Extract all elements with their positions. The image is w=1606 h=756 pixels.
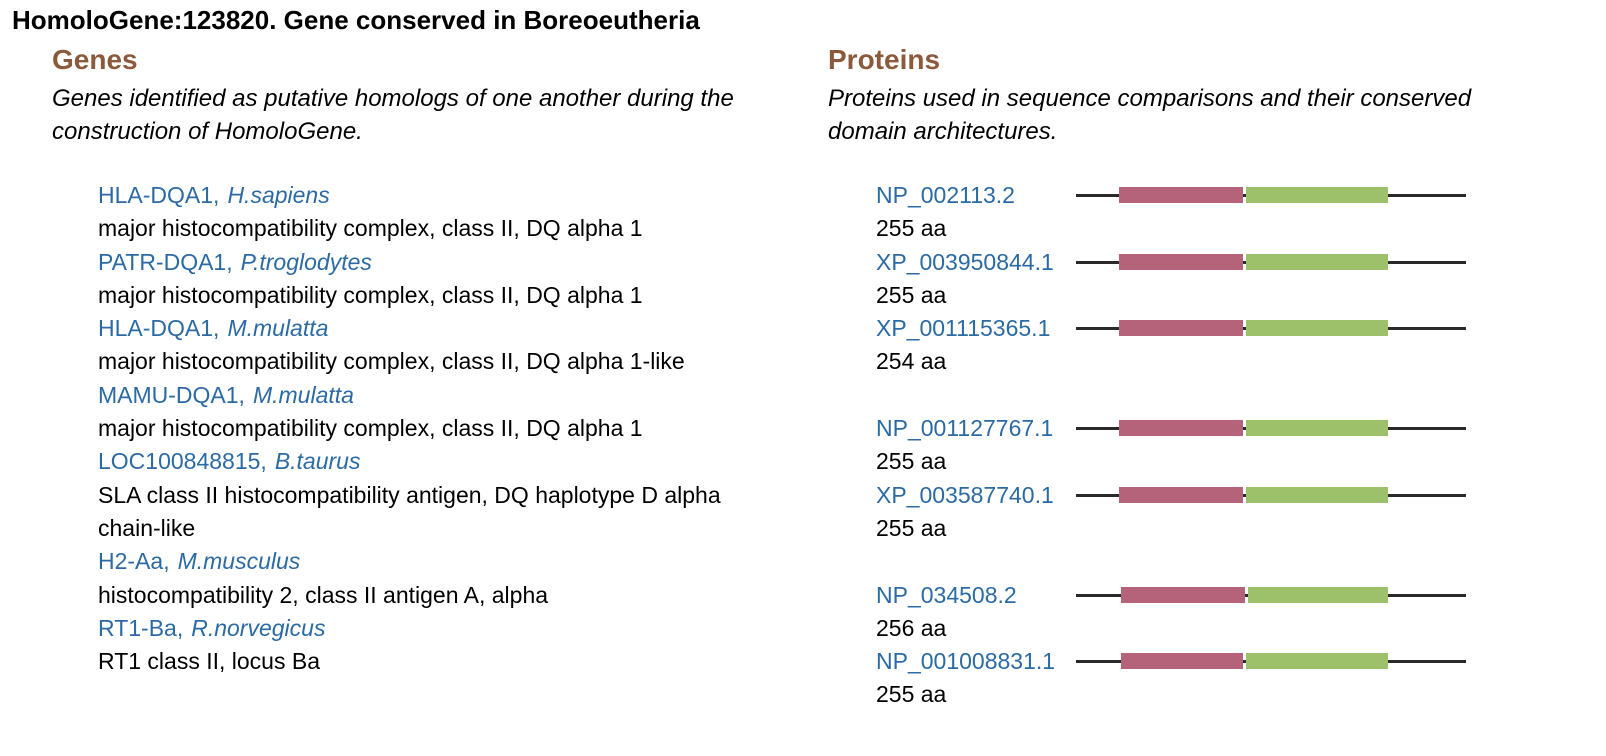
domain-block[interactable]: [1119, 486, 1243, 503]
protein-item: XP_001115365.1 254 aa: [876, 312, 1576, 379]
gene-species: H.sapiens: [227, 182, 330, 208]
protein-accession-link[interactable]: NP_001127767.1: [876, 415, 1054, 442]
gene-symbol: PATR-DQA1,: [98, 248, 233, 275]
gene-link[interactable]: RT1-Ba, R.norvegicus: [98, 615, 325, 641]
domain-block[interactable]: [1119, 253, 1243, 270]
domain-block[interactable]: [1246, 653, 1388, 670]
domain-architecture[interactable]: [1076, 486, 1466, 505]
domain-block[interactable]: [1246, 486, 1388, 503]
protein-length: 255 aa: [876, 281, 947, 308]
gene-symbol: HLA-DQA1,: [98, 182, 220, 208]
gene-description: major histocompatibility complex, class …: [98, 215, 643, 242]
protein-length: 255 aa: [876, 448, 947, 475]
protein-length: 254 aa: [876, 348, 947, 375]
domain-block[interactable]: [1246, 420, 1388, 437]
gene-species: M.musculus: [177, 548, 301, 575]
protein-item: NP_001127767.1 255 aa: [876, 412, 1576, 479]
protein-length: 255 aa: [876, 681, 947, 708]
gene-item: MAMU-DQA1, M.mulatta major histocompatibi…: [98, 379, 738, 446]
gene-link[interactable]: HLA-DQA1, H.sapiens: [98, 182, 330, 208]
proteins-heading: Proteins: [828, 44, 941, 75]
gene-item: LOC100848815, B.taurus SLA class II histo…: [98, 445, 738, 545]
domain-block[interactable]: [1121, 653, 1243, 670]
genes-description: Genes identified as putative homologs of…: [52, 85, 734, 145]
protein-accession-link[interactable]: NP_002113.2: [876, 182, 1015, 208]
domain-block[interactable]: [1121, 586, 1245, 603]
gene-item: HLA-DQA1, H.sapiens major histocompatibil…: [98, 179, 738, 246]
protein-item: NP_002113.2 255 aa: [876, 179, 1576, 246]
domain-block[interactable]: [1248, 586, 1388, 603]
domain-architecture[interactable]: [1076, 420, 1466, 438]
gene-species: B.taurus: [274, 448, 361, 475]
gene-species: R.norvegicus: [191, 614, 326, 641]
gene-link[interactable]: MAMU-DQA1, M.mulatta: [98, 382, 354, 408]
protein-accession-link[interactable]: NP_001008831.1: [876, 648, 1056, 675]
gene-item: RT1-Ba, R.norvegicus RT1 class II, locus …: [98, 612, 738, 679]
domain-block[interactable]: [1246, 320, 1388, 337]
gene-symbol: RT1-Ba,: [98, 614, 184, 641]
gene-symbol: H2-Aa,: [98, 548, 170, 575]
gene-link[interactable]: HLA-DQA1, M.mulatta: [98, 315, 328, 341]
protein-length: 255 aa: [876, 215, 947, 242]
domain-architecture[interactable]: [1076, 586, 1466, 605]
protein-item: NP_001008831.1 255 aa: [876, 645, 1576, 712]
domain-block[interactable]: [1119, 187, 1243, 203]
domain-block[interactable]: [1246, 187, 1388, 203]
gene-item: PATR-DQA1, P.troglodytes major histocompa…: [98, 246, 738, 313]
gene-symbol: LOC100848815,: [98, 448, 267, 475]
gene-link[interactable]: LOC100848815, B.taurus: [98, 448, 360, 474]
protein-item: NP_034508.2 256 aa: [876, 579, 1576, 646]
protein-accession-link[interactable]: XP_003950844.1: [876, 248, 1054, 275]
gene-list: HLA-DQA1, H.sapiens major histocompatibil…: [98, 179, 738, 678]
gene-symbol: MAMU-DQA1,: [98, 381, 245, 408]
gene-description: major histocompatibility complex, class …: [98, 348, 685, 375]
gene-species: P.troglodytes: [240, 248, 372, 275]
gene-description: RT1 class II, locus Ba: [98, 648, 320, 675]
protein-accession-link[interactable]: NP_034508.2: [876, 581, 1017, 608]
protein-length: 255 aa: [876, 514, 947, 541]
domain-architecture[interactable]: [1076, 653, 1466, 671]
protein-accession-link[interactable]: XP_001115365.1: [876, 315, 1051, 342]
domain-architecture[interactable]: [1076, 320, 1466, 338]
page-title: HomoloGene:123820. Gene conserved in Bor…: [12, 5, 700, 35]
protein-item: XP_003950844.1 255 aa: [876, 246, 1576, 313]
protein-length: 256 aa: [876, 614, 947, 641]
gene-description: SLA class II histocompatibility antigen,…: [98, 481, 721, 541]
gene-link[interactable]: H2-Aa, M.musculus: [98, 548, 300, 574]
gene-link[interactable]: PATR-DQA1, P.troglodytes: [98, 249, 372, 275]
genes-heading: Genes: [52, 44, 138, 75]
protein-accession-link[interactable]: XP_003587740.1: [876, 481, 1054, 508]
domain-block[interactable]: [1119, 320, 1243, 337]
gene-species: M.mulatta: [252, 381, 354, 408]
protein-list: NP_002113.2 255 aa XP_003950844.1 255 aa…: [876, 179, 1576, 712]
domain-block[interactable]: [1246, 253, 1388, 270]
proteins-description: Proteins used in sequence comparisons an…: [828, 85, 1472, 145]
protein-item: XP_003587740.1 255 aa: [876, 479, 1576, 546]
gene-item: HLA-DQA1, M.mulatta major histocompatibil…: [98, 312, 738, 379]
gene-description: major histocompatibility complex, class …: [98, 281, 643, 308]
gene-symbol: HLA-DQA1,: [98, 315, 220, 342]
gene-species: M.mulatta: [227, 315, 329, 342]
gene-description: major histocompatibility complex, class …: [98, 415, 643, 442]
gene-item: H2-Aa, M.musculus histocompatibility 2, c…: [98, 545, 738, 612]
domain-block[interactable]: [1119, 420, 1243, 437]
gene-description: histocompatibility 2, class II antigen A…: [98, 581, 549, 608]
domain-architecture[interactable]: [1076, 253, 1466, 272]
domain-architecture[interactable]: [1076, 187, 1466, 205]
